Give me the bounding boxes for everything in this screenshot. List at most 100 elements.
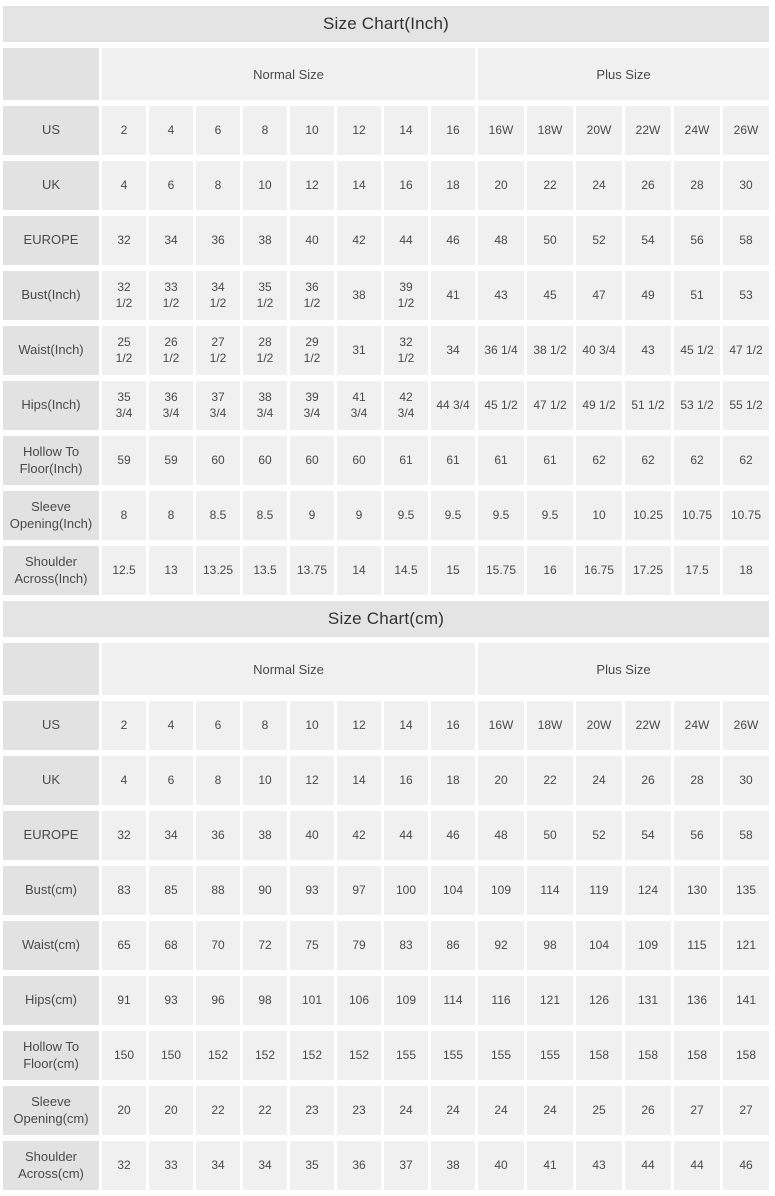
size-value-cell: 104 (576, 921, 622, 970)
row-label: Shoulder Across(Inch) (3, 546, 99, 595)
size-value-cell: 28 (674, 161, 720, 210)
size-value-cell: 38 (243, 811, 287, 860)
size-value-cell: 8 (149, 491, 193, 540)
size-value-cell: 91 (102, 976, 146, 1025)
size-value-cell: 42 (337, 216, 381, 265)
size-value-cell: 26 (625, 161, 671, 210)
size-value-cell: 41 (527, 1141, 573, 1190)
row-label: EUROPE (3, 811, 99, 860)
size-value-cell: 24 (431, 1086, 475, 1135)
size-value-cell: 9.5 (431, 491, 475, 540)
size-value-cell: 51 (674, 271, 720, 320)
table-row: Hollow To Floor(Inch) 59 59 60 60 60 60 61 61 61 6… (3, 436, 770, 485)
size-value-cell: 9.5 (527, 491, 573, 540)
size-value-cell: 12.5 (102, 546, 146, 595)
size-value-cell: 35 1/2 (243, 271, 287, 320)
row-label: UK (3, 756, 99, 805)
size-value-cell: 55 1/2 (723, 381, 770, 430)
size-value-cell: 38 1/2 (527, 326, 573, 375)
column-group-normal-size: Normal Size (102, 643, 475, 695)
size-value-cell: 6 (196, 701, 240, 750)
size-value-cell: 9.5 (478, 491, 524, 540)
size-value-cell: 26W (723, 701, 770, 750)
size-value-cell: 4 (149, 701, 193, 750)
size-value-cell: 92 (478, 921, 524, 970)
size-value-cell: 158 (576, 1031, 622, 1080)
size-value-cell: 10 (243, 756, 287, 805)
size-value-cell: 48 (478, 811, 524, 860)
size-value-cell: 39 1/2 (384, 271, 428, 320)
size-value-cell: 40 (290, 811, 334, 860)
size-value-cell: 155 (527, 1031, 573, 1080)
size-value-cell: 6 (196, 106, 240, 155)
size-value-cell: 51 1/2 (625, 381, 671, 430)
size-value-cell: 24 (478, 1086, 524, 1135)
size-value-cell: 22 (196, 1086, 240, 1135)
size-value-cell: 35 (290, 1141, 334, 1190)
size-value-cell: 93 (290, 866, 334, 915)
size-value-cell: 44 (384, 811, 428, 860)
size-value-cell: 16 (431, 106, 475, 155)
size-value-cell: 20 (478, 756, 524, 805)
row-label: Sleeve Opening(cm) (3, 1086, 99, 1135)
size-value-cell: 62 (576, 436, 622, 485)
column-group-row: Normal Size Plus Size (3, 643, 770, 695)
size-value-cell: 109 (478, 866, 524, 915)
size-value-cell: 45 (527, 271, 573, 320)
size-value-cell: 131 (625, 976, 671, 1025)
size-value-cell: 20W (576, 106, 622, 155)
table-row: Sleeve Opening(cm) 20 20 22 22 23 23 24 24 24 24 25… (3, 1086, 770, 1135)
size-value-cell: 47 1/2 (527, 381, 573, 430)
size-value-cell: 10 (576, 491, 622, 540)
size-value-cell: 46 (723, 1141, 770, 1190)
size-value-cell: 14.5 (384, 546, 428, 595)
size-value-cell: 33 1/2 (149, 271, 193, 320)
size-value-cell: 20 (149, 1086, 193, 1135)
size-value-cell: 49 1/2 (576, 381, 622, 430)
size-value-cell: 34 (149, 216, 193, 265)
table-row: Shoulder Across(Inch) 12.5 13 13.25 13.5 13.7… (3, 546, 770, 595)
size-value-cell: 33 (149, 1141, 193, 1190)
size-value-cell: 36 3/4 (149, 381, 193, 430)
size-value-cell: 58 (723, 216, 770, 265)
size-value-cell: 24W (674, 106, 720, 155)
size-value-cell: 61 (431, 436, 475, 485)
size-value-cell: 60 (243, 436, 287, 485)
size-value-cell: 44 3/4 (431, 381, 475, 430)
table-row: EUROPE 32 34 36 38 40 42 44 46 48 50 52 54 56 58 (3, 811, 770, 860)
corner-cell (3, 48, 99, 100)
size-value-cell: 68 (149, 921, 193, 970)
size-value-cell: 38 (243, 216, 287, 265)
table-row: Hollow To Floor(cm) 150 150 152 152 152 152 155… (3, 1031, 770, 1080)
size-value-cell: 10.75 (674, 491, 720, 540)
size-value-cell: 90 (243, 866, 287, 915)
size-value-cell: 36 1/4 (478, 326, 524, 375)
size-value-cell: 104 (431, 866, 475, 915)
size-value-cell: 56 (674, 216, 720, 265)
size-value-cell: 47 1/2 (723, 326, 770, 375)
size-value-cell: 20W (576, 701, 622, 750)
size-value-cell: 24 (576, 756, 622, 805)
table-row: Hips(cm) 91 93 96 98 101 106 109 114 116 121 126 131… (3, 976, 770, 1025)
size-value-cell: 96 (196, 976, 240, 1025)
size-value-cell: 130 (674, 866, 720, 915)
size-value-cell: 86 (431, 921, 475, 970)
row-label: US (3, 701, 99, 750)
size-value-cell: 61 (384, 436, 428, 485)
size-value-cell: 9 (290, 491, 334, 540)
size-value-cell: 98 (527, 921, 573, 970)
size-value-cell: 52 (576, 216, 622, 265)
size-value-cell: 62 (723, 436, 770, 485)
size-value-cell: 26 (625, 756, 671, 805)
size-value-cell: 22 (527, 756, 573, 805)
size-value-cell: 22W (625, 701, 671, 750)
size-value-cell: 36 (196, 216, 240, 265)
size-value-cell: 52 (576, 811, 622, 860)
size-value-cell: 6 (149, 756, 193, 805)
size-value-cell: 152 (290, 1031, 334, 1080)
size-value-cell: 13 (149, 546, 193, 595)
size-value-cell: 28 (674, 756, 720, 805)
size-value-cell: 18W (527, 701, 573, 750)
size-value-cell: 65 (102, 921, 146, 970)
size-value-cell: 20 (478, 161, 524, 210)
